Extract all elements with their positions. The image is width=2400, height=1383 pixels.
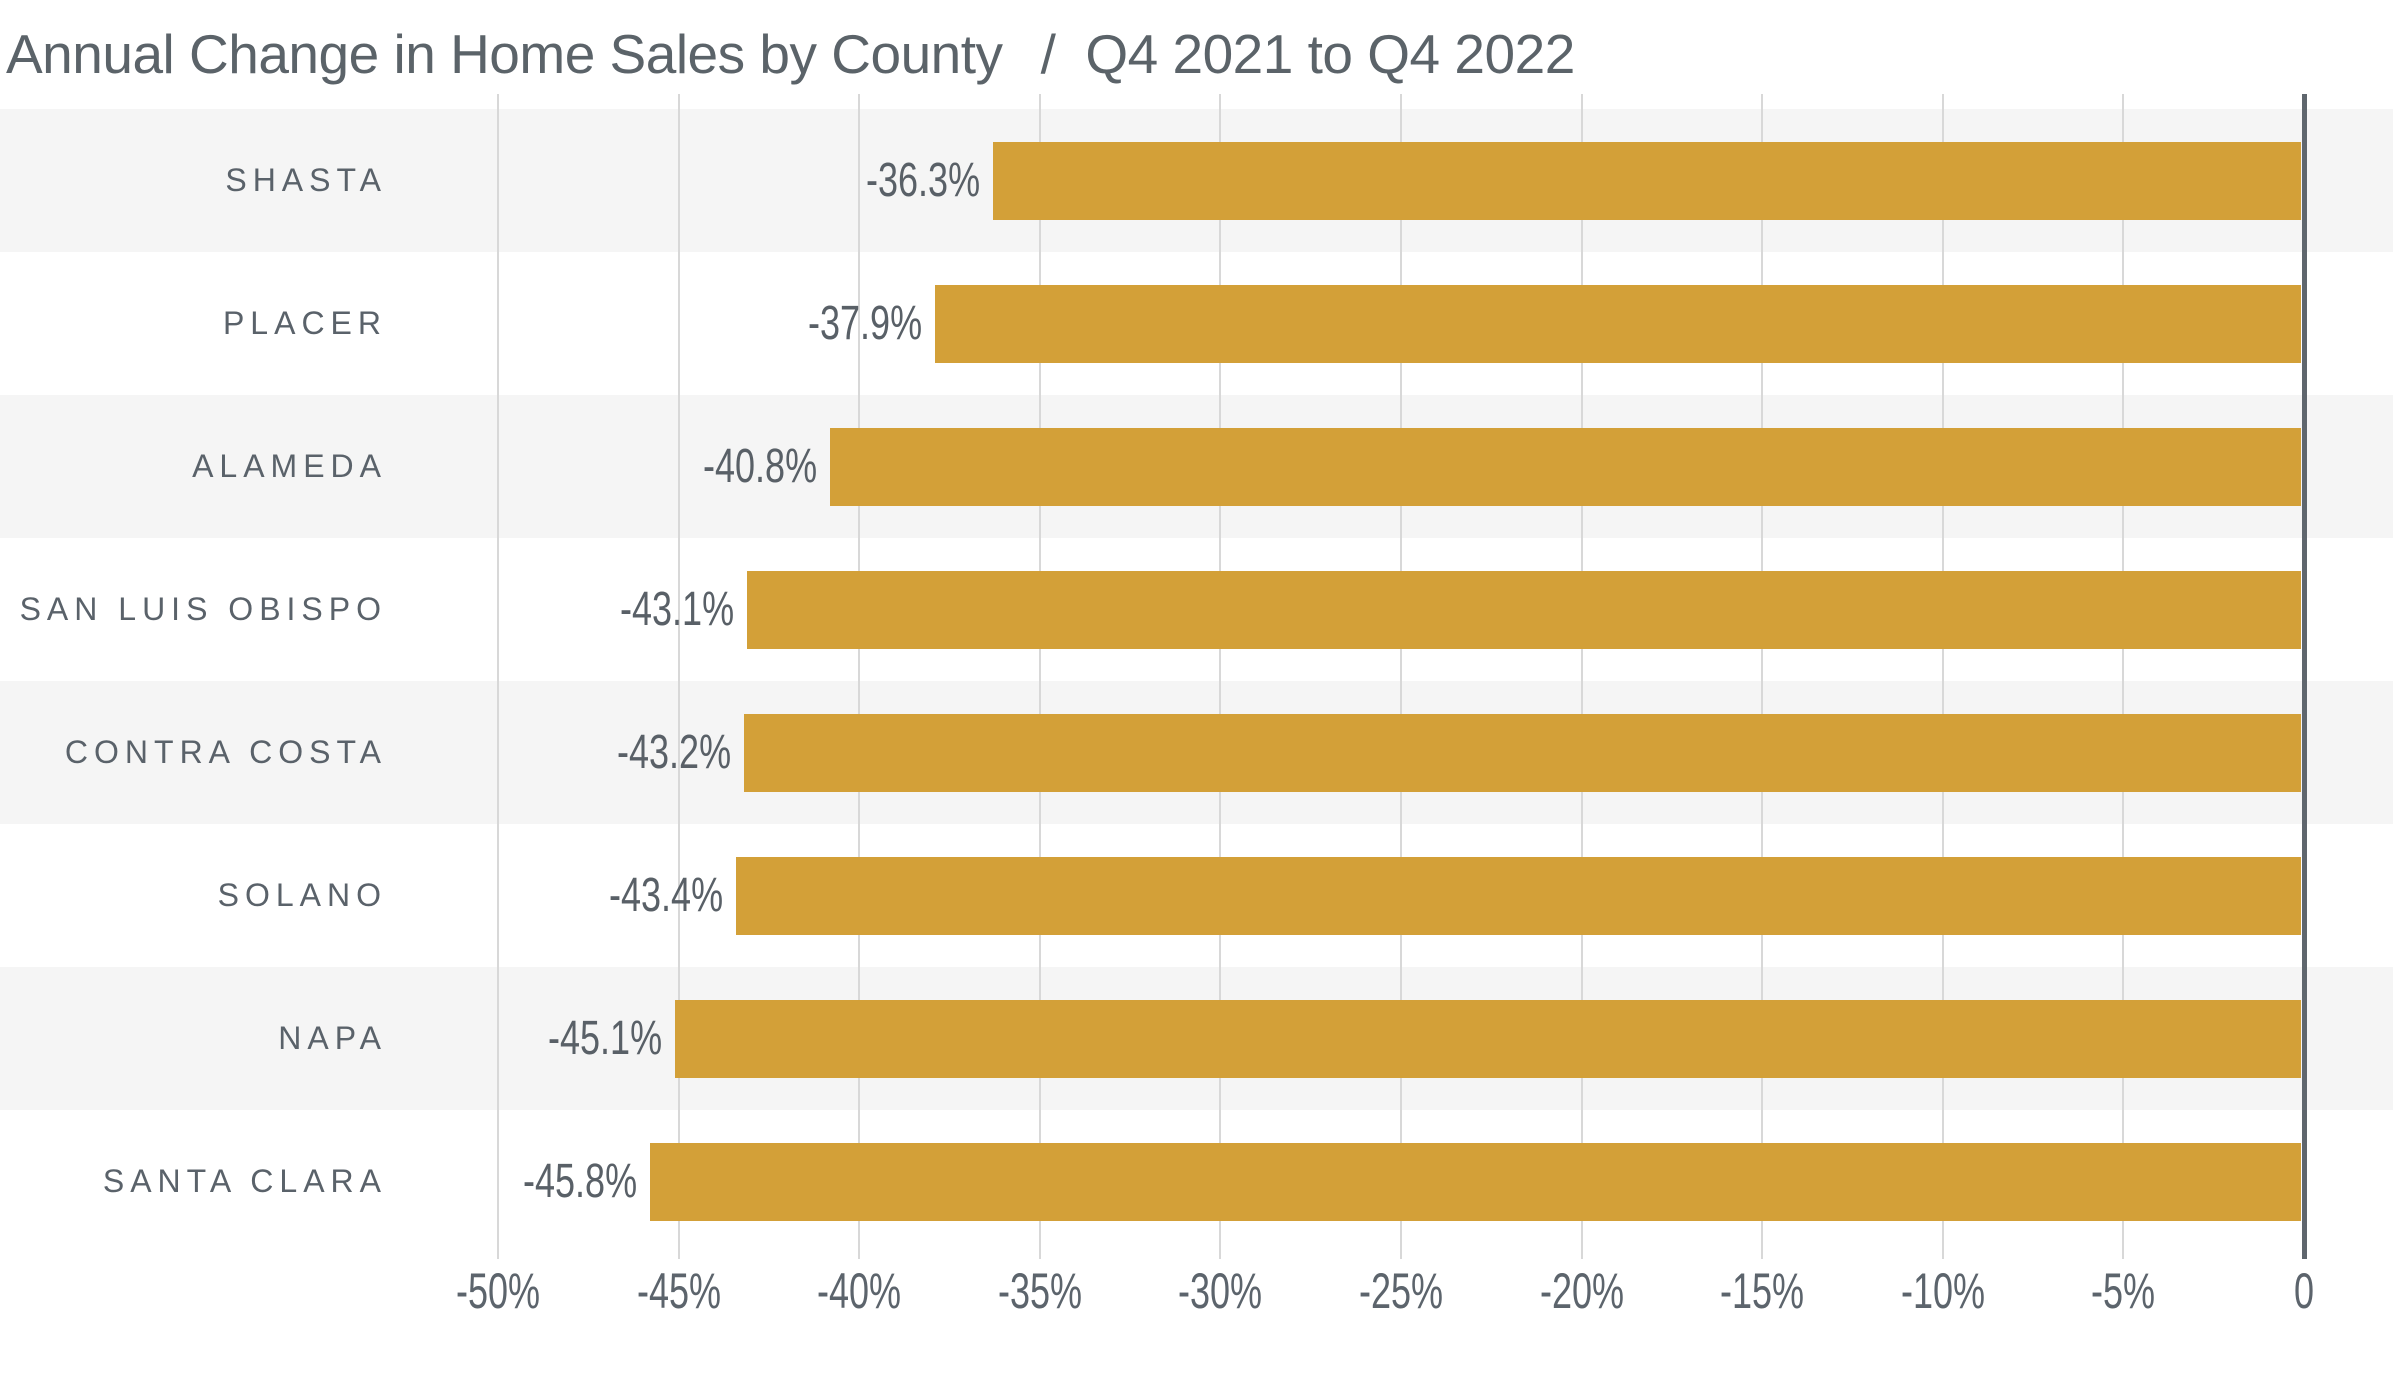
x-tick-label: -30% <box>1178 1263 1263 1319</box>
gridline <box>1400 94 1402 1259</box>
value-label: -45.1% <box>547 1012 662 1065</box>
category-label: SOLANO <box>217 877 387 913</box>
value-label: -43.2% <box>616 726 731 779</box>
category-label: ALAMEDA <box>192 448 387 484</box>
x-tick-label: -15% <box>1720 1263 1805 1319</box>
bar <box>747 570 2302 649</box>
value-label: -43.1% <box>620 583 735 636</box>
x-tick-label: -45% <box>636 1263 721 1319</box>
bar <box>674 999 2302 1078</box>
chart-title-main: Annual Change in Home Sales by County <box>6 23 1003 85</box>
value-label: -45.8% <box>522 1155 637 1208</box>
bar <box>649 1142 2302 1221</box>
gridline <box>858 94 861 1259</box>
x-tick-label: -40% <box>817 1263 902 1319</box>
x-tick-label: -25% <box>1358 1263 1444 1319</box>
bar <box>743 713 2302 792</box>
category-label: SANTA CLARA <box>102 1163 387 1199</box>
chart-subtitle: Q4 2021 to Q4 2022 <box>1085 23 1575 85</box>
gridline <box>1219 94 1222 1259</box>
category-label: PLACER <box>222 305 387 341</box>
value-label: -40.8% <box>703 440 818 493</box>
gridline <box>677 94 680 1259</box>
chart-title: Annual Change in Home Sales by County / Q4… <box>6 24 1575 84</box>
category-label: NAPA <box>278 1020 387 1056</box>
category-label: SHASTA <box>225 162 387 198</box>
gridline <box>1761 94 1764 1259</box>
x-tick-label: -35% <box>997 1263 1082 1319</box>
x-tick-label: -50% <box>455 1263 541 1319</box>
x-tick-label: -20% <box>1539 1263 1624 1319</box>
x-tick-label: -10% <box>1900 1263 1985 1319</box>
value-label: -43.4% <box>609 869 724 922</box>
chart-title-separator: / <box>1040 23 1056 85</box>
gridline <box>1580 94 1583 1259</box>
gridline <box>1038 94 1041 1259</box>
zero-axis-line <box>2301 94 2307 1259</box>
gridline <box>2122 94 2125 1259</box>
value-label: -36.3% <box>865 154 980 207</box>
x-tick-label: 0 <box>2293 1263 2315 1319</box>
gridline <box>1941 94 1944 1259</box>
bar <box>830 427 2302 506</box>
gridline <box>497 94 499 1259</box>
category-label: CONTRA COSTA <box>64 734 387 770</box>
value-label: -37.9% <box>807 297 923 350</box>
category-label: SAN LUIS OBISPO <box>19 591 387 627</box>
bar <box>736 856 2302 935</box>
bar <box>992 141 2302 220</box>
x-tick-label: -5% <box>2091 1263 2156 1319</box>
bar <box>935 284 2302 363</box>
